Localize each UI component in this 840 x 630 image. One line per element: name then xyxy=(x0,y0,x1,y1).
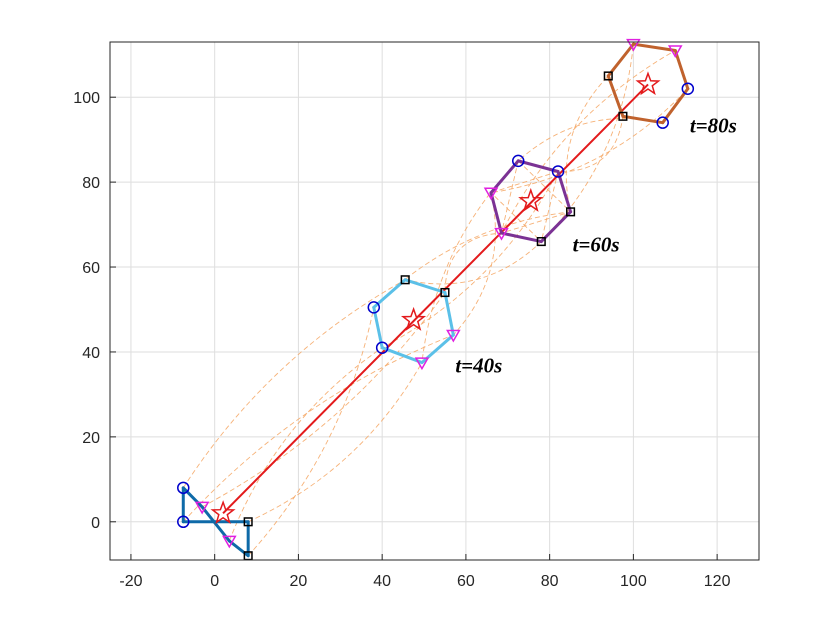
y-axis-ticks: 0 20 40 60 80 100 xyxy=(73,90,116,532)
time-label: t=40s xyxy=(455,354,502,378)
agent-circle-marker xyxy=(177,515,190,529)
time-label: t=80s xyxy=(690,114,737,138)
formation xyxy=(483,154,576,247)
x-tick-label: 120 xyxy=(704,573,731,590)
formations xyxy=(177,38,695,561)
formation-edge xyxy=(621,114,665,125)
formation-edge xyxy=(489,159,520,195)
x-tick-label: 60 xyxy=(457,573,475,590)
y-tick-label: 100 xyxy=(73,90,100,107)
agent-square-marker xyxy=(566,207,576,217)
y-tick-label: 0 xyxy=(91,515,100,532)
formation xyxy=(603,38,695,129)
formation-edge xyxy=(516,159,560,173)
x-axis-ticks: -20 0 20 40 60 80 100 120 xyxy=(119,554,731,590)
agent-triangle-marker xyxy=(483,187,499,201)
formation-edge xyxy=(489,191,503,235)
formation-edge xyxy=(673,48,690,91)
agent-square-marker xyxy=(603,71,613,81)
formation-edge xyxy=(380,346,424,365)
agent-square-marker xyxy=(440,287,450,298)
time-label: t=60s xyxy=(573,233,620,257)
formation-edge xyxy=(661,87,690,125)
agent-trail xyxy=(228,50,676,542)
x-tick-label: -20 xyxy=(119,573,142,590)
center-stars xyxy=(210,71,661,525)
agent-triangle-marker xyxy=(446,329,461,343)
center-star xyxy=(635,71,661,96)
agent-trail xyxy=(182,75,609,523)
x-tick-label: 20 xyxy=(290,573,308,590)
agent-trail xyxy=(201,116,624,508)
center-path xyxy=(222,83,649,514)
agent-triangle-marker xyxy=(222,535,237,549)
formation-edge xyxy=(606,42,635,78)
y-tick-label: 80 xyxy=(82,175,100,192)
formation-edge xyxy=(200,505,231,543)
agent-triangle-marker xyxy=(194,501,210,515)
center-path-line xyxy=(222,83,649,514)
formation-edge xyxy=(181,486,204,509)
agent-square-marker xyxy=(618,111,628,121)
agent-triangle-marker xyxy=(667,45,683,59)
agent-trail xyxy=(247,88,689,557)
formation-edge xyxy=(606,74,625,118)
agent-square-marker xyxy=(400,275,410,285)
formation-edge xyxy=(403,278,447,295)
agent-circle-marker xyxy=(375,341,389,354)
agent-triangle-marker xyxy=(626,38,641,52)
x-tick-label: 100 xyxy=(620,573,647,590)
x-tick-label: 40 xyxy=(373,573,391,590)
x-tick-label: 80 xyxy=(541,573,559,590)
agent-triangle-marker xyxy=(414,357,430,371)
agent-triangle-marker xyxy=(494,227,509,241)
agent-circle-marker xyxy=(681,82,695,95)
agent-square-marker xyxy=(536,237,546,247)
formation xyxy=(367,275,461,371)
formation-edge xyxy=(631,42,677,52)
y-tick-label: 40 xyxy=(82,345,100,362)
agent-circle-marker xyxy=(551,165,565,178)
formation-edge xyxy=(556,170,573,214)
x-tick-label: 0 xyxy=(210,573,219,590)
agent-trail xyxy=(182,117,663,489)
formation-edge xyxy=(372,278,407,309)
time-labels: t=40s t=60s t=80s xyxy=(455,114,736,378)
plot-frame xyxy=(109,41,760,561)
formation xyxy=(177,481,253,561)
formation-edge xyxy=(539,210,573,244)
agent-square-marker xyxy=(243,517,253,527)
formation-edge xyxy=(443,291,455,337)
center-star xyxy=(400,306,427,331)
y-tick-label: 20 xyxy=(82,430,100,447)
agent-trails xyxy=(182,44,689,557)
y-tick-label: 60 xyxy=(82,260,100,277)
agent-circle-marker xyxy=(177,481,190,495)
agent-circle-marker xyxy=(367,301,381,314)
center-star xyxy=(210,500,236,525)
formation-edge xyxy=(499,231,543,244)
agent-circle-marker xyxy=(656,116,669,129)
formation-edge xyxy=(372,305,384,350)
center-star xyxy=(518,187,544,212)
agent-trail xyxy=(247,44,634,523)
agent-circle-marker xyxy=(511,154,525,168)
